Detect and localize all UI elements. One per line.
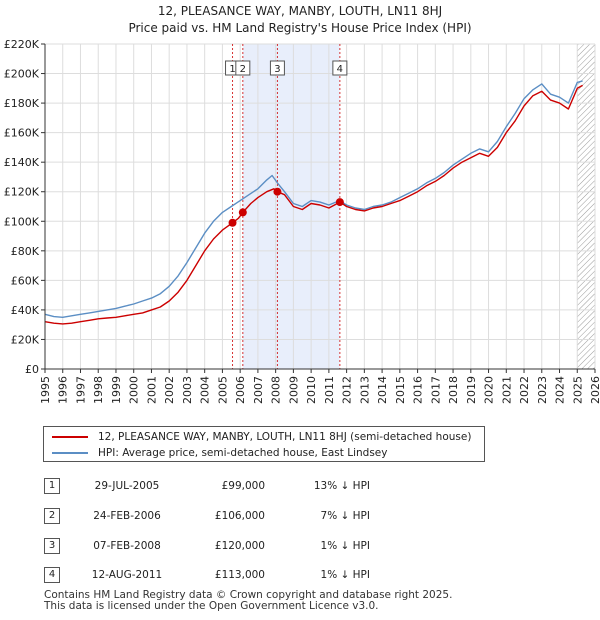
x-tick-label: 2010 (305, 376, 318, 404)
x-tick-label: 2000 (128, 376, 141, 404)
x-tick-label: 2023 (536, 376, 549, 404)
x-tick-label: 2022 (518, 376, 531, 404)
x-tick-label: 2025 (571, 376, 584, 404)
x-tick-label: 1997 (74, 376, 87, 404)
x-tick-label: 2012 (341, 376, 354, 404)
x-tick-label: 2006 (234, 376, 247, 404)
x-tick-label: 2008 (270, 376, 283, 404)
sale-row: 2 24-FEB-2006 £106,000 7% ↓ HPI (0, 508, 600, 528)
property-series-line (44, 84, 583, 325)
chart-subtitle: Price paid vs. HM Land Registry's House … (128, 21, 472, 35)
y-tick-label: £80K (11, 245, 40, 258)
x-tick-label: 2001 (145, 376, 158, 404)
x-tick-label: 2003 (181, 376, 194, 404)
sale-number: 4 (44, 567, 60, 583)
y-tick-label: £160K (4, 127, 40, 140)
y-tick-label: £200K (4, 68, 40, 81)
sale-number: 3 (44, 538, 60, 554)
legend-item-hpi: HPI: Average price, semi-detached house,… (44, 445, 387, 461)
sale-price: £120,000 (214, 540, 265, 552)
x-tick-label: 2020 (483, 376, 496, 404)
sale-marker-box (332, 60, 348, 76)
sale-price: £99,000 (221, 480, 265, 492)
x-tick-label: 2009 (287, 376, 300, 404)
y-tick-label: £140K (4, 156, 40, 169)
sale-hpi-diff: 1% ↓ HPI (320, 540, 370, 552)
x-tick-label: 2019 (465, 376, 478, 404)
sale-row: 3 07-FEB-2008 £120,000 1% ↓ HPI (0, 538, 600, 558)
sale-marker-box (235, 60, 251, 76)
sale-date: 07-FEB-2008 (93, 540, 161, 552)
x-tick-label: 2007 (252, 376, 265, 404)
footer-attribution: Contains HM Land Registry data © Crown c… (44, 590, 452, 612)
future-hatch-region (577, 44, 595, 369)
sale-date: 29-JUL-2005 (94, 480, 160, 492)
x-tick-label: 2014 (376, 376, 389, 404)
x-tick-label: 1998 (92, 376, 105, 404)
x-tick-label: 2015 (394, 376, 407, 404)
legend-swatch-hpi (52, 452, 88, 454)
sale-marker-label: 4 (337, 64, 343, 75)
sale-number: 2 (44, 508, 60, 524)
x-tick-label: 2011 (323, 376, 336, 404)
sale-row: 4 12-AUG-2011 £113,000 1% ↓ HPI (0, 567, 600, 587)
sale-marker-box (269, 60, 285, 76)
legend-swatch-property (52, 436, 88, 438)
sale-marker-label: 2 (240, 64, 246, 75)
sale-point (335, 198, 344, 207)
y-tick-label: £40K (11, 304, 40, 317)
sale-date: 12-AUG-2011 (91, 569, 163, 581)
chart-title: 12, PLEASANCE WAY, MANBY, LOUTH, LN11 8H… (157, 4, 443, 18)
sale-row: 1 29-JUL-2005 £99,000 13% ↓ HPI (0, 478, 600, 498)
x-tick-label: 2024 (554, 376, 567, 404)
y-tick-label: £180K (4, 97, 40, 110)
legend-label-property: 12, PLEASANCE WAY, MANBY, LOUTH, LN11 8H… (98, 431, 472, 443)
legend-item-property: 12, PLEASANCE WAY, MANBY, LOUTH, LN11 8H… (44, 429, 471, 445)
x-tick-label: 2004 (199, 376, 212, 404)
sale-point (238, 208, 247, 217)
y-tick-label: £120K (4, 186, 40, 199)
footer-line-1: Contains HM Land Registry data © Crown c… (44, 589, 453, 601)
sale-hpi-diff: 1% ↓ HPI (320, 569, 370, 581)
x-tick-label: 2005 (216, 376, 229, 404)
x-tick-label: 2002 (163, 376, 176, 404)
legend: 12, PLEASANCE WAY, MANBY, LOUTH, LN11 8H… (43, 426, 485, 462)
x-tick-label: 2016 (412, 376, 425, 404)
x-tick-label: 2021 (500, 376, 513, 404)
sale-price: £113,000 (214, 569, 265, 581)
sale-date: 24-FEB-2006 (93, 510, 161, 522)
y-tick-label: £0 (25, 363, 39, 376)
x-tick-label: 1999 (110, 376, 123, 404)
x-tick-label: 1995 (39, 376, 52, 404)
sale-marker-label: 1 (229, 64, 235, 75)
legend-label-hpi: HPI: Average price, semi-detached house,… (98, 447, 388, 459)
sale-number: 1 (44, 478, 60, 494)
x-tick-label: 2018 (447, 376, 460, 404)
y-tick-label: £20K (11, 333, 40, 346)
footer-line-2: This data is licensed under the Open Gov… (44, 600, 379, 612)
y-tick-label: £60K (11, 274, 40, 287)
x-tick-label: 2013 (358, 376, 371, 404)
sale-point (228, 218, 237, 227)
y-tick-label: £220K (4, 38, 40, 51)
x-tick-label: 2026 (589, 376, 600, 404)
sale-point (273, 187, 282, 196)
x-tick-label: 1996 (57, 376, 70, 404)
sale-hpi-diff: 7% ↓ HPI (320, 510, 370, 522)
sale-hpi-diff: 13% ↓ HPI (313, 480, 370, 492)
sale-price: £106,000 (214, 510, 265, 522)
y-tick-label: £100K (4, 215, 40, 228)
hpi-series-line (44, 80, 583, 318)
sale-marker-label: 3 (274, 64, 280, 75)
x-tick-label: 2017 (429, 376, 442, 404)
